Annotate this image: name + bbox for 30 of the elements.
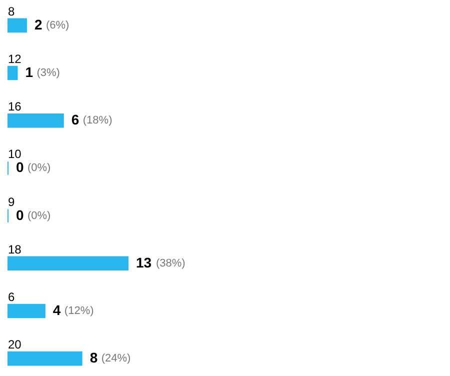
data-label: 1 bbox=[25, 64, 34, 80]
data-label: 6 bbox=[71, 112, 80, 128]
y-tick-label: 8 bbox=[8, 4, 15, 18]
annotation: (0%) bbox=[28, 162, 51, 174]
annotation: (0%) bbox=[28, 210, 51, 222]
bar bbox=[8, 256, 128, 271]
y-tick-label: 9 bbox=[8, 194, 15, 209]
annotation: (12%) bbox=[64, 304, 94, 317]
y-tick-label: 6 bbox=[8, 290, 15, 304]
y-tick-label: 12 bbox=[8, 52, 22, 66]
bar bbox=[8, 351, 82, 366]
data-label: 2 bbox=[34, 16, 42, 32]
y-tick-label: 16 bbox=[8, 100, 22, 114]
y-tick-label: 18 bbox=[8, 242, 22, 256]
data-label: 0 bbox=[16, 206, 24, 223]
annotation: (6%) bbox=[46, 19, 70, 32]
y-tick-label: 10 bbox=[8, 147, 22, 162]
data-label: 8 bbox=[90, 350, 98, 366]
y-tick-label: 20 bbox=[8, 338, 22, 352]
bar bbox=[8, 304, 46, 318]
bar bbox=[8, 113, 64, 128]
annotation: (24%) bbox=[101, 352, 131, 365]
data-label: 13 bbox=[136, 254, 152, 270]
annotation: (18%) bbox=[82, 114, 112, 127]
bar bbox=[8, 18, 27, 33]
bar bbox=[8, 66, 18, 80]
annotation: (38%) bbox=[156, 257, 186, 270]
data-label: 4 bbox=[52, 302, 61, 318]
data-label: 0 bbox=[16, 159, 24, 176]
annotation: (3%) bbox=[36, 67, 60, 80]
